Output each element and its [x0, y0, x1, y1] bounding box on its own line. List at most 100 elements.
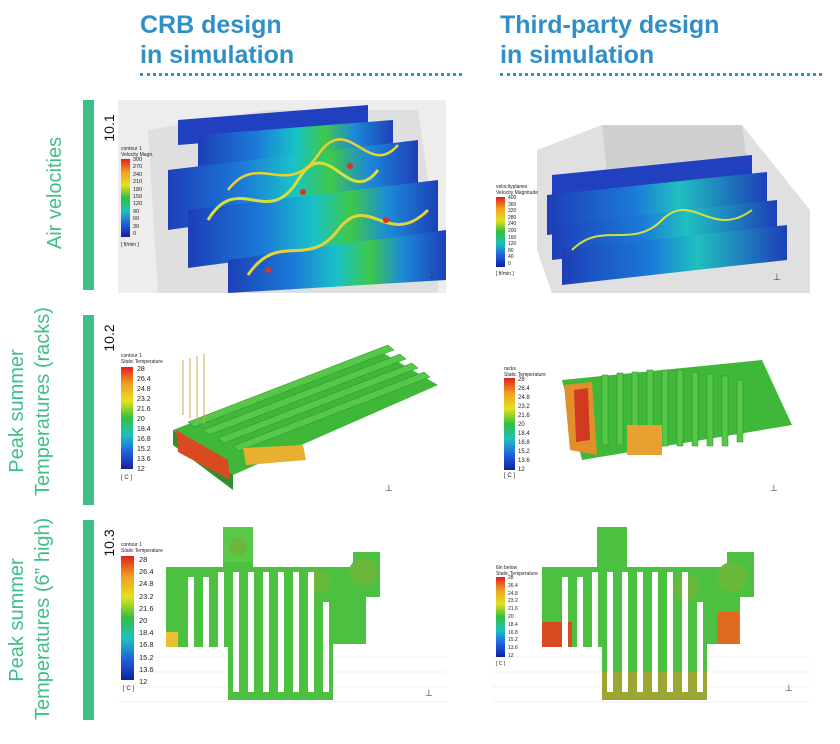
legend-tick: 28 [518, 377, 525, 383]
row-number-10-3: 10.3 [101, 529, 117, 557]
legend-tick: 16.8 [508, 629, 518, 636]
legend-tick: 26.4 [137, 376, 151, 383]
legend-tick: 12 [508, 652, 514, 659]
legend-tick: 26.4 [139, 567, 154, 577]
legend-tick: 13.6 [508, 645, 518, 652]
legend-velocity-crb-bar [121, 159, 130, 237]
legend-tick: 60 [133, 216, 140, 223]
legend-tick: 13.6 [518, 458, 530, 464]
legend-tick: 160 [508, 234, 517, 241]
column-header-third-party: Third-party design in simulation [500, 10, 719, 70]
legend-tick: 21.6 [508, 606, 518, 613]
legend-tick: 24.8 [137, 386, 151, 393]
legend-velocity-crb-ticks: 300 270 240 210 180 150 120 90 60 30 0 [133, 157, 142, 238]
legend-tick: 21.6 [139, 603, 154, 613]
row-label-racks-line2: Temperatures (racks) [32, 307, 54, 496]
panel-tp-air-velocities [492, 100, 810, 293]
legend-tick: 20 [137, 416, 145, 423]
legend-tick: 12 [518, 467, 525, 473]
column-divider-crb [140, 73, 462, 76]
tp-velocity-render [537, 125, 810, 293]
legend-velocity-tp-title2: Velocity Magnitude [496, 190, 538, 196]
legend-tick: 320 [508, 208, 517, 215]
legend-tick: 200 [508, 227, 517, 234]
legend-tick: 120 [508, 241, 517, 248]
legend-velocity-crb: contour 1 Velocity Magn. 300 270 240 210… [121, 146, 161, 256]
legend-tick: 20 [518, 422, 525, 428]
legend-tick: 400 [508, 195, 517, 201]
legend-temp-racks-tp-ticks: 28 26.4 24.8 23.2 21.6 20 18.4 16.8 15.2… [518, 376, 530, 475]
legend-tick: 26.4 [518, 386, 530, 392]
legend-tick: 0 [508, 260, 511, 267]
legend-velocity-tp-bar [496, 197, 505, 267]
legend-temp-racks-crb: contour 1 Static Temperature 28 26.4 24.… [121, 353, 163, 481]
axis-triad-icon: ⊥ [785, 683, 793, 693]
legend-tick: 240 [133, 171, 143, 178]
row-bar-floor [83, 520, 94, 720]
legend-temp-racks-crb-bar [121, 367, 133, 469]
panel-crb-racks [118, 330, 446, 500]
legend-tick: 28 [508, 575, 514, 581]
legend-tick: 16.8 [137, 436, 151, 443]
legend-tick: 240 [508, 221, 517, 228]
legend-tick: 12 [137, 466, 145, 473]
legend-tick: 23.2 [508, 598, 518, 605]
legend-tick: 120 [133, 201, 143, 208]
row-bar-racks [83, 315, 94, 505]
tp-racks-render [562, 360, 792, 460]
legend-tick: 12 [139, 677, 148, 687]
legend-tick: 24.8 [518, 395, 530, 401]
legend-tick: 21.6 [137, 406, 151, 413]
legend-tick: 18.4 [508, 621, 518, 628]
legend-tick: 28 [139, 555, 148, 564]
row-number-10-1: 10.1 [101, 114, 117, 142]
legend-tick: 23.2 [518, 404, 530, 410]
panel-tp-racks [492, 330, 810, 500]
panel-tp-floor [492, 522, 810, 708]
legend-temp-floor-crb-bar [121, 556, 134, 680]
legend-temp-racks-crb-ticks: 28 26.4 24.8 23.2 21.6 20 18.4 16.8 15.2… [137, 365, 151, 475]
legend-tick: 150 [133, 194, 143, 201]
legend-tick: 28 [137, 366, 145, 373]
row-label-air-velocities: Air velocities [42, 118, 68, 268]
row-label-air-velocities-text: Air velocities [44, 136, 66, 250]
axis-triad-icon: ⊥ [385, 483, 393, 493]
crb-racks-render [173, 344, 438, 490]
legend-velocity-crb-title1: contour 1 [121, 146, 142, 152]
column-header-third-party-line1: Third-party design [500, 11, 720, 39]
axis-triad-icon: ⊥ [428, 270, 436, 280]
legend-temp-floor-tp-ticks: 28 26.4 24.8 23.2 21.6 20 18.4 16.8 15.2… [508, 575, 518, 661]
legend-tick: 20 [508, 613, 514, 620]
legend-tick: 15.2 [137, 446, 151, 453]
tp-floor-render [492, 527, 810, 703]
legend-temp-racks-crb-unit: [ C ] [121, 475, 133, 481]
legend-tick: 18.4 [137, 426, 151, 433]
legend-temp-floor-crb-ticks: 28 26.4 24.8 23.2 21.6 20 18.4 16.8 15.2… [139, 554, 154, 688]
legend-tick: 15.2 [518, 449, 530, 455]
legend-temp-floor-crb-title1: contour 1 [121, 542, 142, 548]
legend-temp-floor-crb: contour 1 Static Temperature 28 26.4 24.… [121, 542, 163, 692]
legend-temp-racks-tp-bar [504, 378, 515, 470]
column-header-crb: CRB design in simulation [140, 10, 294, 70]
legend-temp-floor-tp: 6in below Static Temperature 28 26.4 24.… [496, 565, 538, 667]
legend-tick: 23.2 [139, 591, 154, 601]
legend-velocity-tp-title1: velocityplanes [496, 184, 528, 190]
legend-tick: 15.2 [508, 637, 518, 644]
legend-tick: 16.8 [139, 640, 154, 650]
legend-tick: 21.6 [518, 413, 530, 419]
legend-velocity-crb-title2: Velocity Magn. [121, 152, 154, 158]
panel-crb-air-velocities [118, 100, 446, 293]
legend-tick: 16.8 [518, 440, 530, 446]
legend-temp-racks-tp-title2: Static Temperature [504, 372, 546, 378]
legend-velocity-tp: velocityplanes Velocity Magnitude 400 36… [496, 184, 538, 294]
legend-tick: 30 [133, 223, 140, 230]
legend-temp-racks-tp-unit: [ C ] [504, 473, 516, 479]
legend-tick: 270 [133, 164, 143, 171]
row-label-racks-line1: Peak summer [6, 349, 28, 473]
legend-velocity-tp-unit: [ ft/min ] [496, 271, 514, 277]
axis-triad-icon: ⊥ [773, 272, 781, 282]
legend-tick: 80 [508, 247, 514, 254]
crb-floor-render [118, 527, 446, 703]
row-label-floor-line2: Temperatures (6” high) [32, 517, 54, 720]
column-header-third-party-line2: in simulation [500, 41, 655, 69]
